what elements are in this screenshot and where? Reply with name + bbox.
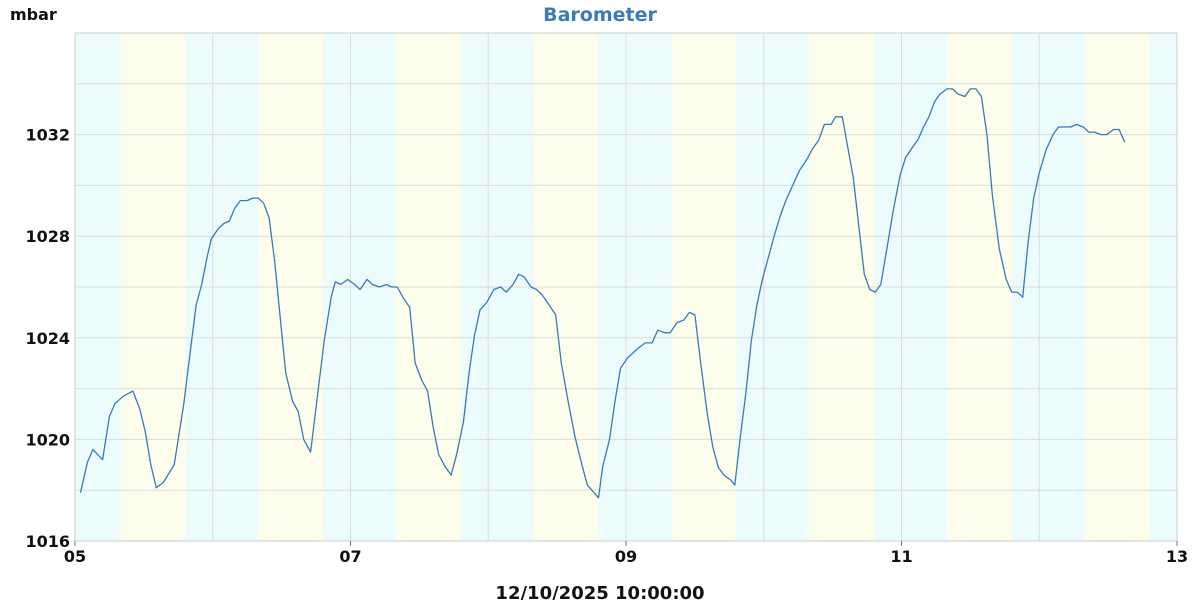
y-tick-label: 1016 — [25, 532, 70, 551]
series-line — [79, 88, 1126, 499]
y-tick-label: 1028 — [25, 227, 70, 246]
x-tick-label: 07 — [339, 547, 361, 566]
y-tick-label: 1024 — [25, 329, 70, 348]
x-tick-label: 13 — [1166, 547, 1188, 566]
y-tick-label: 1020 — [25, 430, 70, 449]
series-layer — [79, 88, 1126, 499]
x-tick-label: 05 — [64, 547, 86, 566]
y-tick-labels: 1016 1020 1024 1028 1032 — [25, 126, 70, 551]
gridlines — [75, 33, 1177, 541]
x-tick-label: 09 — [615, 547, 637, 566]
chart-title: Barometer — [543, 4, 657, 26]
x-tick-labels: 05 07 09 11 13 — [64, 541, 1188, 566]
x-tick-label: 11 — [890, 547, 912, 566]
y-axis-unit-label: mbar — [10, 5, 57, 24]
y-tick-label: 1032 — [25, 126, 70, 145]
x-axis-label: 12/10/2025 10:00:00 — [495, 583, 704, 600]
